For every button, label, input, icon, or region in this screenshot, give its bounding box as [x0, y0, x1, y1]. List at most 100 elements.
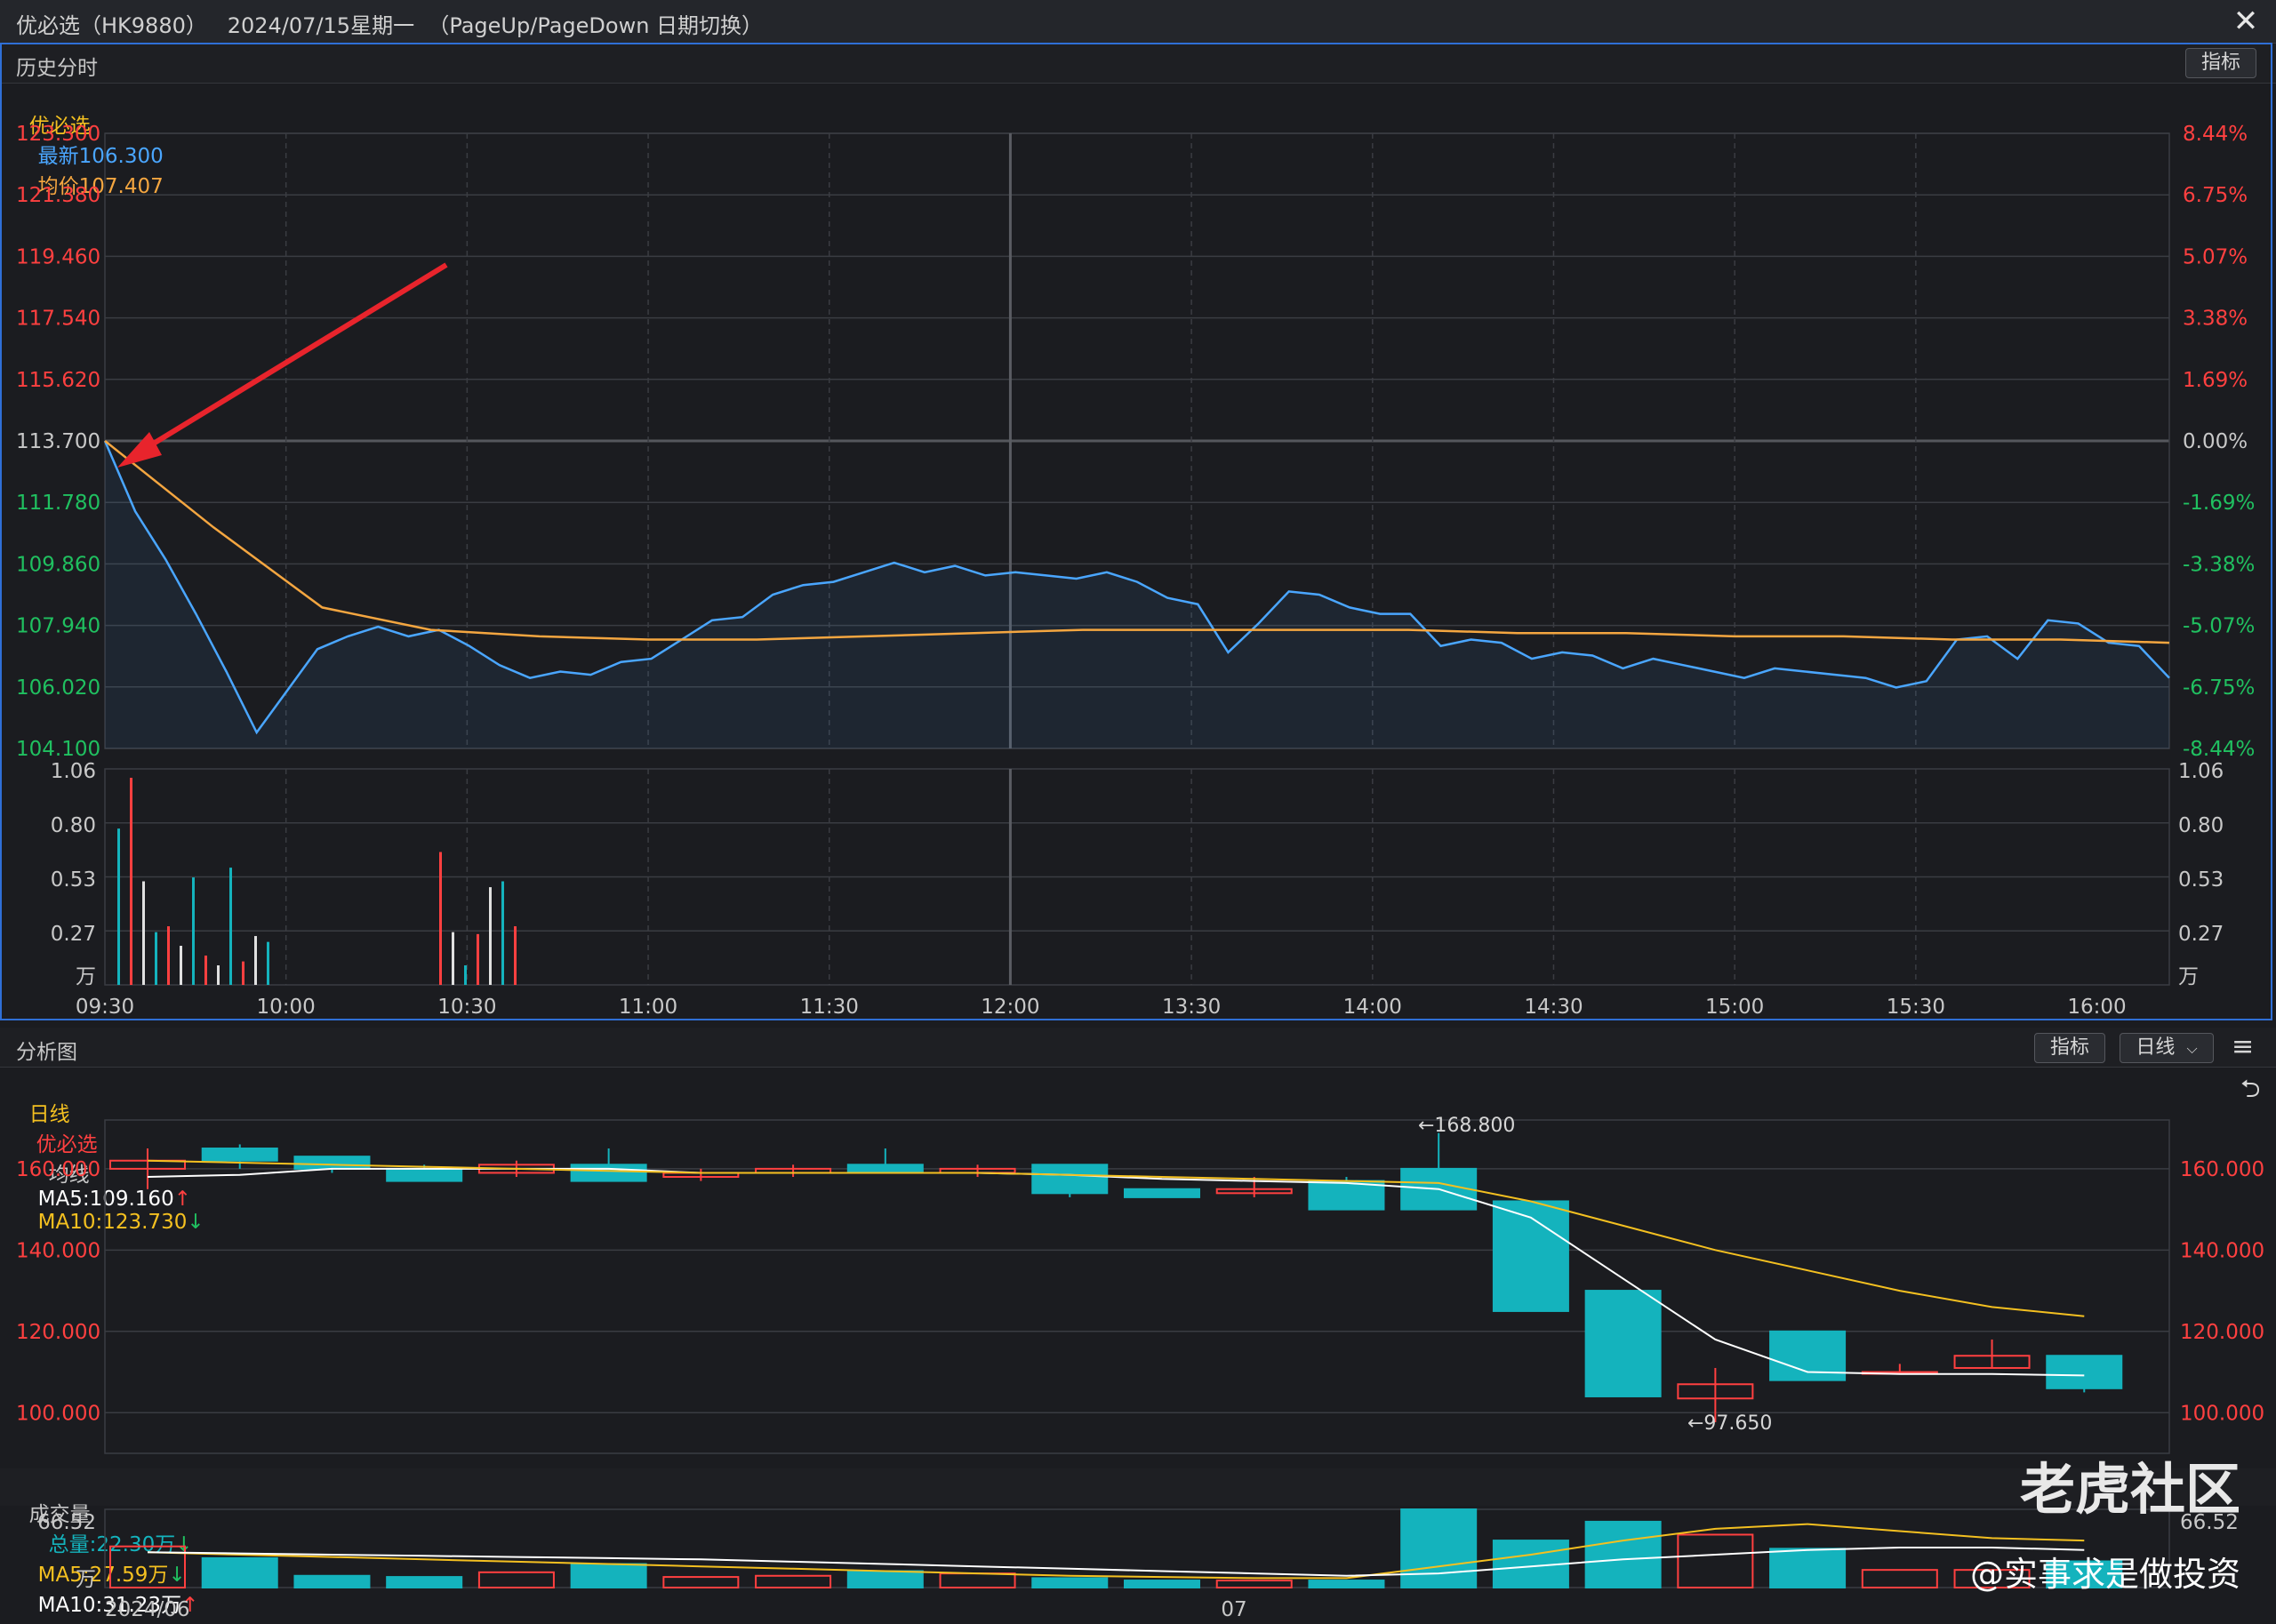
volume-title: 成交量 [28, 1503, 91, 1526]
candle-body [293, 1156, 371, 1170]
price-tick-label: 119.460 [16, 245, 100, 268]
kline-price-tick: 160.000 [16, 1158, 100, 1181]
window-titlebar: 优必选（HK9880） 2024/07/15星期一 （PageUp/PageDo… [0, 0, 2276, 44]
avg-line-path [104, 440, 2170, 644]
high-price-note: ←168.800 [1418, 1115, 1515, 1137]
volume-tick-label-right: 1.06 [2178, 760, 2224, 783]
daily-volume-ma-line [147, 1523, 2085, 1580]
time-tick-label: 09:30 [76, 996, 134, 1019]
daily-volume-bars [109, 1508, 2123, 1589]
price-tick-label: 121.380 [16, 184, 100, 207]
volume-bar [142, 881, 145, 985]
price-tick-label: 117.540 [16, 308, 100, 331]
price-tick-label: 123.300 [16, 123, 100, 146]
volume-bar [452, 932, 454, 985]
daily-volume-bar [386, 1576, 463, 1588]
kline-price-tick-right: 120.000 [2180, 1321, 2264, 1344]
volume-header [0, 1468, 2276, 1506]
candle-body [1124, 1188, 1200, 1198]
kline-price-tick: 120.000 [16, 1321, 100, 1344]
volume-tick-label: 0.27 [51, 923, 96, 946]
volume-unit-label-right: 万 [2178, 965, 2199, 988]
daily-volume-bar [293, 1574, 371, 1589]
time-tick-label: 14:00 [1343, 996, 1402, 1019]
time-tick-label: 14:30 [1524, 996, 1583, 1019]
price-area [105, 441, 2169, 748]
volume-tick-label-right: 0.27 [2178, 923, 2224, 946]
daily-volume-chart[interactable]: 66.52 66.52 万 2024/06 07 [0, 1506, 2276, 1624]
price-tick-label: 113.700 [16, 430, 100, 453]
down-arrow-icon: ↓ [168, 1564, 186, 1587]
volume-ma10: MA10:31.23万 [37, 1594, 182, 1617]
analysis-indicator-button[interactable]: 指标 [2034, 1033, 2105, 1063]
daily-volume-bar [109, 1545, 186, 1588]
intraday-axis-labels: 123.300 8.44% 121.380 6.75% 119.460 5.07% 117.… [16, 123, 2255, 1019]
candle-body [1308, 1180, 1385, 1211]
ma-line [147, 1167, 2085, 1377]
time-tick-label: 11:00 [619, 996, 677, 1019]
daily-volume-bar [1124, 1580, 1200, 1589]
intraday-chart[interactable]: 123.300 8.44% 121.380 6.75% 119.460 5.07% 117.… [0, 116, 2276, 1022]
avg-price-line [104, 440, 2170, 644]
daily-volume-ma-line [147, 1547, 2085, 1577]
price-tick-label: 106.020 [16, 676, 100, 700]
analysis-panel-title: 分析图 [16, 1041, 77, 1064]
volume-bar [477, 933, 479, 985]
time-tick-label: 10:00 [257, 996, 316, 1019]
kline-price-tick-right: 140.000 [2180, 1239, 2264, 1262]
legend-ma5: MA5:109.160 [37, 1188, 174, 1211]
price-line [103, 440, 2170, 735]
legend-period: 日线 [28, 1103, 70, 1126]
time-tick-label: 10:30 [437, 996, 496, 1019]
daily-volume-bar [846, 1570, 924, 1589]
candlestick-chart[interactable]: 160.000 160.000 140.000 140.000 120.000 120.0… [0, 1102, 2276, 1476]
kline-frame [104, 1119, 2170, 1454]
candle-body [1677, 1383, 1754, 1400]
volume-tick-label-right: 0.53 [2178, 868, 2224, 892]
candle-body [386, 1167, 463, 1182]
time-tick-label: 13:30 [1162, 996, 1221, 1019]
volume-bar [242, 961, 244, 985]
date-tick-label: 07 [1221, 1598, 1246, 1621]
daily-volume-tick: 66.52 [37, 1511, 96, 1534]
back-icon[interactable]: ⮌ [2240, 1074, 2261, 1103]
daily-volume-bar [1400, 1508, 1478, 1588]
time-tick-label: 16:00 [2067, 996, 2126, 1019]
price-line-path [103, 440, 2170, 735]
time-tick-label: 12:00 [981, 996, 1039, 1019]
volume-bar [501, 881, 504, 985]
legend-stock-name: 优必选 [28, 115, 91, 138]
legend-analysis-stock-name: 优必选 [36, 1133, 98, 1156]
intraday-panel-header: 历史分时 指标 [0, 44, 2276, 84]
red-arrow-annotation [117, 262, 448, 468]
volume-bar [167, 926, 170, 985]
daily-volume-unit: 万 [76, 1568, 96, 1591]
analysis-panel-header: 分析图 指标 日线 ⌵ ≡ [0, 1028, 2276, 1068]
volume-bar [229, 868, 232, 985]
kline-price-tick: 140.000 [16, 1239, 100, 1262]
watermark-handle: @实事求是做投资 [1969, 1555, 2240, 1594]
candle-body [1031, 1164, 1109, 1195]
volume-bar [155, 932, 157, 985]
daily-volume-tick-right: 66.52 [2180, 1511, 2239, 1534]
price-tick-label: 104.100 [16, 738, 100, 761]
percent-tick-label: 5.07% [2183, 245, 2248, 268]
volume-bar [117, 828, 120, 985]
period-select[interactable]: 日线 ⌵ [2120, 1033, 2214, 1063]
legend-latest-price: 最新106.300 [37, 145, 164, 168]
volume-bar [464, 965, 467, 985]
daily-volume-bar [1215, 1580, 1293, 1589]
time-tick-label: 15:00 [1705, 996, 1764, 1019]
volume-bar [254, 936, 257, 985]
daily-volume-bar [939, 1572, 1016, 1589]
price-area-fill [105, 441, 2169, 748]
down-arrow-icon: ↓ [175, 1533, 193, 1556]
close-button[interactable]: ✕ [2232, 4, 2259, 39]
volume-bar [489, 887, 492, 985]
percent-tick-label: 1.69% [2183, 369, 2248, 392]
intraday-panel-title: 历史分时 [16, 57, 98, 80]
legend-ma-label: 均线 [48, 1164, 90, 1187]
period-select-value: 日线 [2136, 1036, 2176, 1059]
menu-icon[interactable]: ≡ [2232, 1031, 2255, 1062]
intraday-indicator-button[interactable]: 指标 [2185, 48, 2256, 78]
